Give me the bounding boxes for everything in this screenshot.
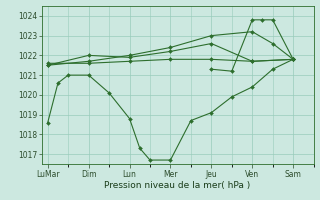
- X-axis label: Pression niveau de la mer( hPa ): Pression niveau de la mer( hPa ): [104, 181, 251, 190]
